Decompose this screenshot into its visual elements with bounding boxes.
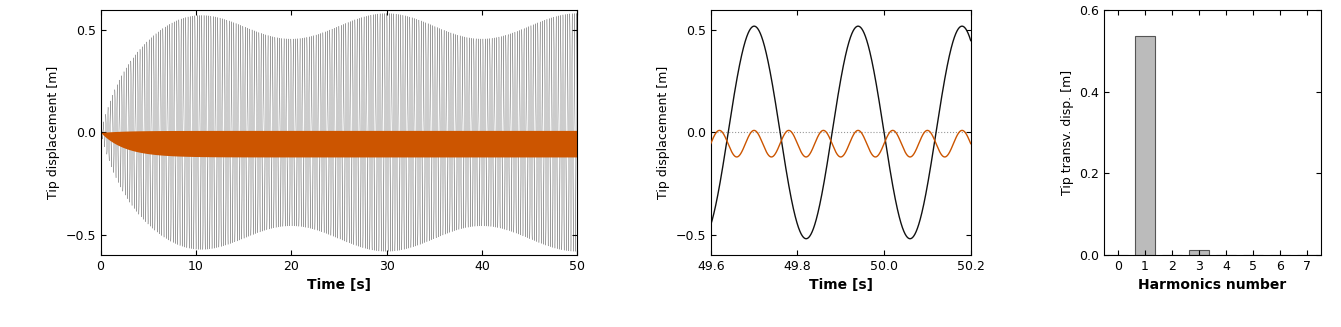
Y-axis label: Tip transv. disp. [m]: Tip transv. disp. [m] (1061, 70, 1074, 195)
X-axis label: Time [s]: Time [s] (307, 279, 371, 292)
Y-axis label: Tip displacement [m]: Tip displacement [m] (657, 66, 669, 199)
X-axis label: Harmonics number: Harmonics number (1139, 279, 1286, 292)
Bar (1189, 250, 1210, 255)
Y-axis label: Tip displacement [m]: Tip displacement [m] (47, 66, 59, 199)
Bar (1134, 36, 1155, 255)
X-axis label: Time [s]: Time [s] (809, 279, 873, 292)
